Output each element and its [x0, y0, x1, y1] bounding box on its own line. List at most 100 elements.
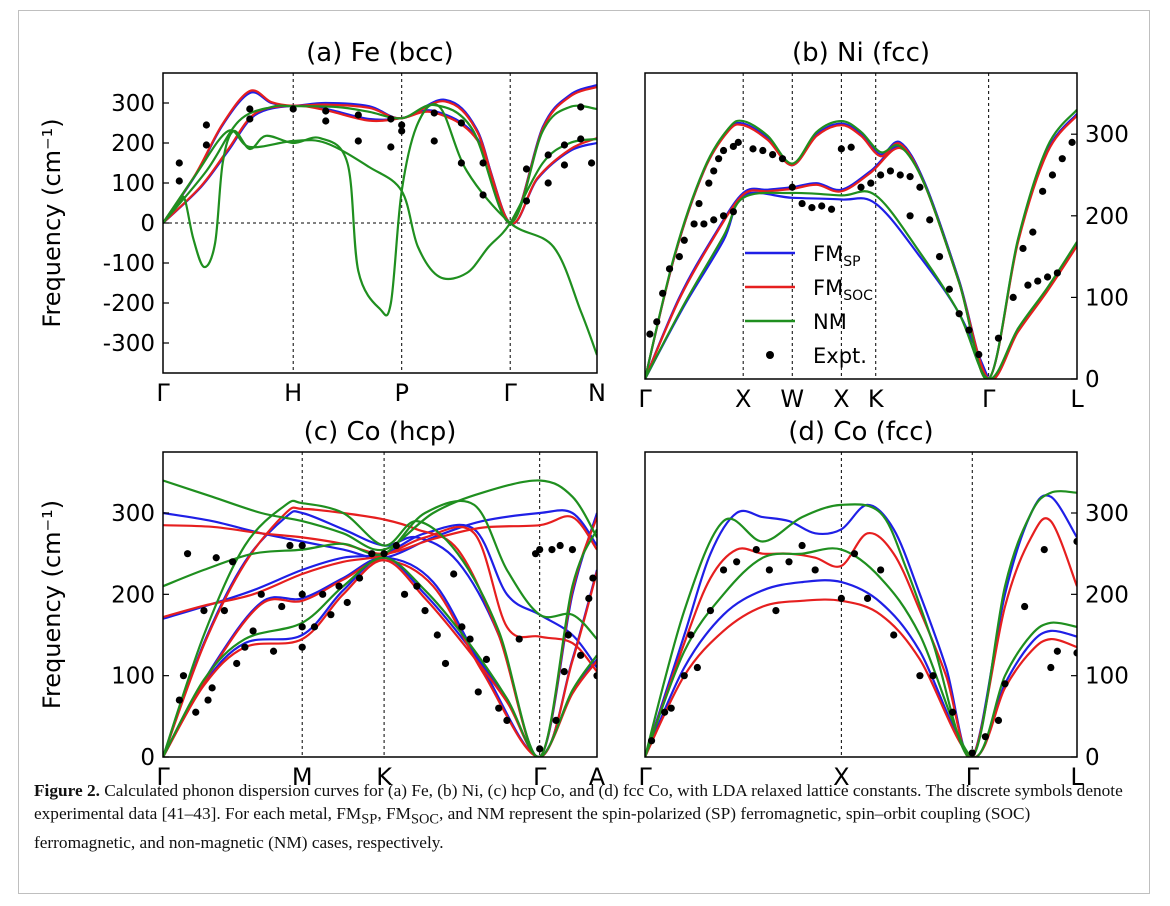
expt-point: [204, 696, 212, 704]
y-tick-label: 100: [111, 664, 155, 690]
x-tick-label: L: [1070, 385, 1084, 413]
panel-c: (c) Co (hcp) 0 100 200 300 Γ M K Γ A Frequency (cm…: [38, 417, 606, 791]
expt-point: [466, 635, 474, 643]
expt-point: [765, 566, 773, 574]
expt-point: [246, 115, 254, 123]
expt-point: [665, 265, 674, 273]
expt-point: [994, 716, 1003, 725]
x-tick-label: Γ: [504, 379, 518, 407]
expt-point: [837, 145, 845, 153]
expt-point: [949, 708, 957, 716]
expt-point: [450, 570, 458, 578]
expt-point: [398, 121, 406, 129]
expt-point: [680, 672, 688, 680]
expt-point: [536, 745, 544, 753]
expt-point: [1040, 546, 1048, 554]
expt-point: [515, 635, 523, 643]
y-tick-label: 200: [1085, 204, 1129, 230]
expt-point: [400, 590, 409, 598]
series-group: [645, 108, 1077, 379]
legend-subscript: SOC: [843, 288, 873, 304]
expt-point: [667, 704, 675, 712]
expt-point: [183, 550, 192, 558]
expt-point: [778, 155, 787, 163]
expt-point: [246, 105, 254, 113]
legend-label: FMSP: [813, 242, 861, 270]
series-group: [645, 490, 1077, 757]
expt-point: [719, 212, 728, 220]
panels-group: (a) Fe (bcc) -300 -200 -100 0 100 200 300 Γ H P Γ N F…: [38, 38, 1129, 791]
expt-point: [886, 167, 895, 175]
expt-point: [503, 716, 511, 725]
expt-point: [926, 216, 934, 224]
expt-point: [706, 607, 715, 615]
expt-point: [916, 672, 924, 680]
y-tick-label: 200: [111, 131, 155, 157]
expt-point: [759, 146, 767, 155]
caption-sub-soc: SOC: [410, 811, 439, 828]
x-tick-label: Γ: [638, 385, 652, 413]
expt-point: [690, 220, 698, 228]
expt-point: [646, 330, 654, 338]
x-tick-label: P: [394, 379, 408, 407]
expt-point: [457, 159, 465, 167]
expt-point: [577, 651, 585, 659]
expt-point: [286, 541, 294, 550]
expt-point: [968, 749, 976, 757]
expt-point: [877, 171, 885, 179]
series-group: [163, 479, 597, 757]
expt-point: [202, 121, 210, 129]
expt-point: [661, 708, 669, 716]
expt-point: [675, 253, 683, 261]
expt-point: [867, 179, 875, 187]
plot-frame-c: [162, 451, 598, 758]
expt-point: [479, 191, 487, 199]
expt-point: [552, 716, 560, 725]
expt-point: [1048, 171, 1057, 179]
expt-point: [421, 607, 429, 615]
expt-point: [749, 145, 757, 153]
expt-point: [522, 197, 531, 205]
expt-point: [544, 179, 552, 187]
caption-sub-sp: SP: [361, 811, 378, 828]
expt-point: [798, 541, 806, 550]
expt-point: [994, 334, 1003, 342]
expt-point: [1001, 680, 1009, 688]
y-axis-label: Frequency (cm⁻¹): [38, 500, 66, 709]
expt-point: [298, 623, 306, 631]
series-line-a-5: [163, 129, 597, 281]
expt-point: [430, 137, 438, 145]
expt-point: [589, 574, 597, 582]
expt-point: [916, 183, 924, 191]
expt-point: [233, 659, 241, 668]
expt-point: [560, 668, 568, 676]
expt-point: [212, 554, 220, 562]
series-line-d-0: [645, 494, 1077, 757]
expt-point: [278, 602, 286, 611]
expt-point: [433, 631, 441, 639]
expt-point: [202, 141, 210, 149]
expt-point: [343, 598, 351, 607]
expt-point: [441, 659, 450, 668]
series-line-b-4: [645, 146, 1077, 379]
expt-point: [798, 199, 806, 208]
expt-point: [715, 155, 723, 163]
expt-point: [896, 171, 904, 179]
expt-point: [208, 684, 216, 692]
expt-point: [585, 594, 593, 603]
expt-point: [458, 623, 466, 631]
expt-point: [548, 546, 556, 554]
y-tick-label: -300: [103, 331, 155, 357]
expt-point: [1073, 537, 1077, 546]
panel-a: (a) Fe (bcc) -300 -200 -100 0 100 200 300 Γ H P Γ N F…: [38, 38, 606, 407]
expt-point: [647, 737, 656, 745]
x-tick-label: X: [735, 385, 751, 413]
expt-point: [387, 115, 395, 123]
expt-point: [1053, 269, 1061, 277]
expt-point: [1043, 273, 1052, 281]
series-line-d-1: [645, 579, 1077, 757]
expt-point: [785, 558, 793, 566]
figure-frame: [18, 10, 1150, 894]
y-tick-label: 0: [1085, 745, 1100, 771]
